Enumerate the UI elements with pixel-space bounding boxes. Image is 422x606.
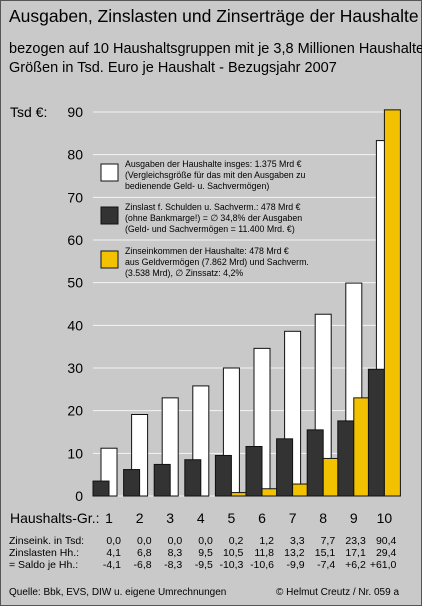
legend-text-1-0: Ausgaben der Haushalte insges: 1.375 Mrd… xyxy=(125,159,302,169)
bar-s2-1 xyxy=(92,480,110,497)
y-tick-label-1: 10 xyxy=(67,445,83,461)
bar-s2-4 xyxy=(184,459,202,497)
table-cell-r1-c6: 13,2 xyxy=(284,547,305,559)
bar-s3-9 xyxy=(353,397,371,497)
legend-swatch-3 xyxy=(100,250,119,269)
bar-s2-3 xyxy=(153,463,171,497)
legend-swatch-1 xyxy=(100,163,119,182)
table-cell-r2-c2: -8,3 xyxy=(164,559,183,571)
table-cell-r2-c1: -6,8 xyxy=(133,559,152,571)
bar-s2-8 xyxy=(306,429,324,497)
x-tick-label-3: 3 xyxy=(166,510,174,526)
y-tick-label-6: 60 xyxy=(67,232,83,248)
table-cell-r1-c7: 15,1 xyxy=(314,547,336,559)
table-cell-r2-c5: -10,6 xyxy=(250,559,274,571)
bar-s3-5 xyxy=(230,492,248,497)
table-cell-r0-c7: 7,7 xyxy=(320,535,336,547)
legend-text-2-2: (Geld- und Sachvermögen = 11.400 Mrd. €) xyxy=(125,224,295,234)
legend-text-3-2: (3.538 Mrd), ∅ Zinssatz: 4,2% xyxy=(125,268,243,278)
legend-text-3-0: Zinseinkommen der Haushalte: 478 Mrd € xyxy=(125,246,289,256)
legend-text-1-1: (Vergleichsgröße für das mit den Ausgabe… xyxy=(125,170,306,180)
y-axis-label: Tsd €: xyxy=(10,104,47,120)
table-cell-r0-c4: 0,2 xyxy=(228,535,244,547)
bar-s3-10 xyxy=(383,109,401,497)
bar-s2-7 xyxy=(276,438,294,497)
legend-text-1-2: bedienende Geld- u. Sachvermögen) xyxy=(125,181,269,191)
table-cell-r0-c3: 0,0 xyxy=(198,535,213,547)
legend-swatch-2 xyxy=(100,206,119,225)
bar-s2-6 xyxy=(245,446,263,497)
y-tick-label-7: 70 xyxy=(67,189,83,205)
legend-text-2-0: Zinslast f. Schulden u. Sachverm.: 478 M… xyxy=(125,202,301,212)
bar-s2-10 xyxy=(367,368,385,497)
bar-s2-9 xyxy=(337,420,355,497)
table-cell-r0-c5: 1,2 xyxy=(259,535,274,547)
chart-subtitle-2: Größen in Tsd. Euro je Haushalt - Bezugs… xyxy=(9,60,337,76)
table-row-label-saldo: = Saldo je Hh.: xyxy=(9,559,79,571)
x-tick-label-8: 8 xyxy=(319,510,327,526)
table-row-label-zinslasten: Zinslasten Hh.: xyxy=(9,547,80,559)
bar-s3-6 xyxy=(261,488,279,497)
x-axis-label: Haushalts-Gr.: xyxy=(10,510,99,526)
table-cell-r0-c6: 3,3 xyxy=(289,535,305,547)
y-tick-label-5: 50 xyxy=(67,275,83,291)
y-tick-label-8: 80 xyxy=(67,147,83,163)
x-tick-label-9: 9 xyxy=(350,510,358,526)
table-cell-r2-c6: -9,9 xyxy=(286,559,305,571)
y-tick-label-2: 20 xyxy=(67,403,83,419)
table-cell-r0-c9: 90,4 xyxy=(375,535,397,547)
bar-s2-2 xyxy=(123,469,141,497)
y-tick-label-9: 90 xyxy=(67,104,83,120)
source-note: Quelle: Bbk, EVS, DIW u. eigene Umrechnu… xyxy=(9,587,227,598)
table-cell-r1-c5: 11,8 xyxy=(254,547,274,559)
table-cell-r1-c9: 29,4 xyxy=(375,547,397,559)
table-cell-r2-c8: +6,2 xyxy=(345,559,366,571)
table-cell-r1-c1: 6,8 xyxy=(136,547,152,559)
x-tick-label-5: 5 xyxy=(228,510,236,526)
x-tick-label-2: 2 xyxy=(136,510,144,526)
y-tick-label-4: 40 xyxy=(67,317,83,333)
x-tick-label-4: 4 xyxy=(197,510,205,526)
table-cell-r1-c0: 4,1 xyxy=(106,547,121,559)
table-cell-r1-c2: 8,3 xyxy=(167,547,183,559)
legend-text-3-1: aus Geldvermögen (7.862 Mrd) und Sachver… xyxy=(125,257,309,267)
table-cell-r2-c9: +61,0 xyxy=(369,559,397,571)
bar-s3-8 xyxy=(322,457,340,497)
table-cell-r1-c4: 10,5 xyxy=(222,547,244,559)
y-tick-label-0: 0 xyxy=(75,488,83,504)
x-tick-label-1: 1 xyxy=(105,510,113,526)
table-cell-r1-c3: 9,5 xyxy=(198,547,213,559)
table-cell-r2-c7: -7,4 xyxy=(317,559,336,571)
table-row-label-zinseink: Zinseink. in Tsd: xyxy=(9,535,85,547)
table-cell-r1-c8: 17,1 xyxy=(345,547,366,559)
table-cell-r0-c8: 23,3 xyxy=(345,535,366,547)
y-tick-label-3: 30 xyxy=(67,360,83,376)
bar-s2-5 xyxy=(214,454,232,497)
table-cell-r0-c2: 0,0 xyxy=(167,535,183,547)
legend-text-2-1: (ohne Bankmarge!) = ∅ 34,8% der Ausgaben xyxy=(125,213,302,223)
table-cell-r2-c0: -4,1 xyxy=(102,559,121,571)
x-tick-label-7: 7 xyxy=(289,510,297,526)
bar-s3-7 xyxy=(292,483,310,497)
table-cell-r2-c3: -9,5 xyxy=(194,559,213,571)
x-tick-label-6: 6 xyxy=(258,510,266,526)
chart-subtitle-1: bezogen auf 10 Haushaltsgruppen mit je 3… xyxy=(9,41,422,57)
x-tick-label-10: 10 xyxy=(377,510,393,526)
table-cell-r0-c1: 0,0 xyxy=(136,535,152,547)
table-cell-r0-c0: 0,0 xyxy=(106,535,121,547)
copyright-note: © Helmut Creutz / Nr. 059 a xyxy=(276,587,399,598)
chart-title: Ausgaben, Zinslasten und Zinserträge der… xyxy=(9,6,419,26)
table-cell-r2-c4: -10,3 xyxy=(219,559,244,571)
